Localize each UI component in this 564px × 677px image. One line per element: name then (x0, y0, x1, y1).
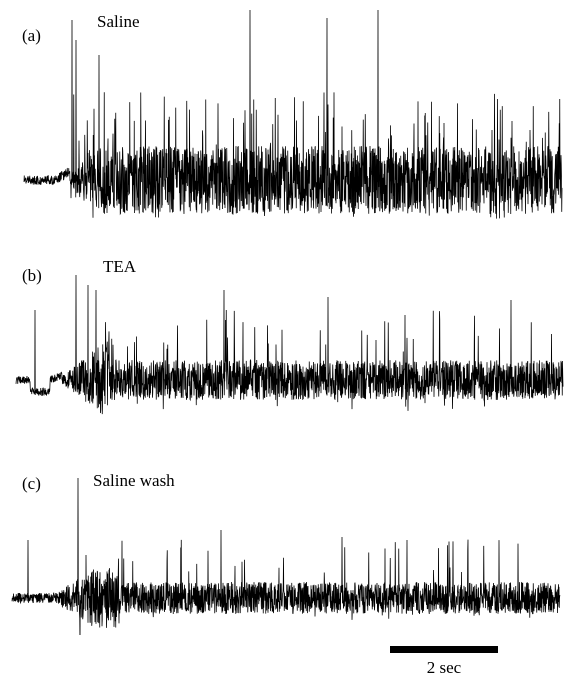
time-scale-bar: 2 sec (390, 646, 500, 676)
panel-c: (c) Saline wash (0, 445, 564, 635)
panel-c-condition-label: Saline wash (93, 471, 175, 490)
panel-b: (b) TEA (0, 245, 564, 445)
panel-c-voltage-trace (11, 477, 561, 635)
scale-bar-line (390, 646, 498, 653)
panel-b-voltage-trace (15, 274, 564, 415)
panel-a-voltage-trace (23, 9, 563, 219)
panel-a-label: (a) (22, 26, 41, 45)
panel-c-label: (c) (22, 474, 41, 493)
panel-a: (a) Saline (0, 0, 564, 245)
panel-a-condition-label: Saline (97, 12, 140, 31)
panel-b-condition-label: TEA (103, 257, 137, 276)
panel-b-label: (b) (22, 266, 42, 285)
scale-bar-label: 2 sec (426, 658, 462, 677)
